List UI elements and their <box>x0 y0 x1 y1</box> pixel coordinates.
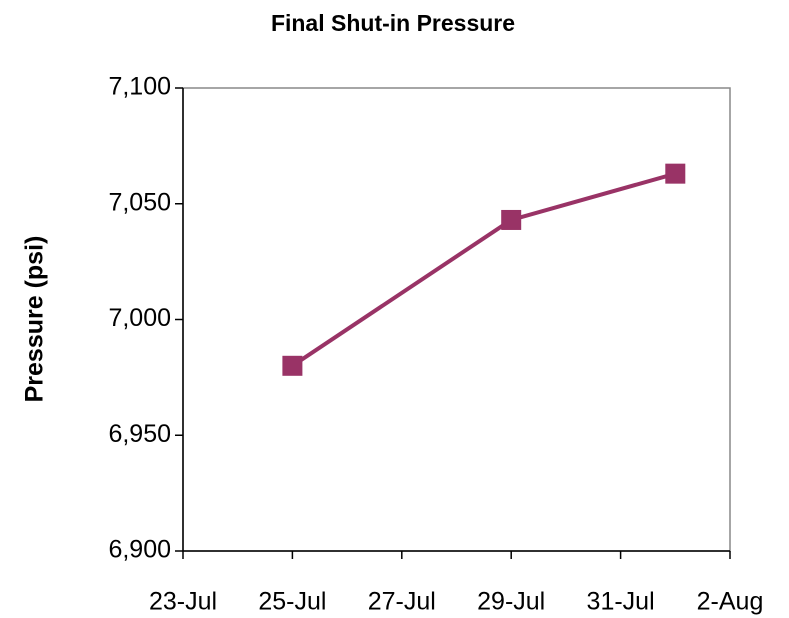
x-tick-label: 2-Aug <box>697 588 764 616</box>
marker <box>282 355 303 376</box>
line <box>291 171 676 368</box>
y-tick-label: 6,900 <box>108 536 171 564</box>
x-tick-label: 27-Jul <box>368 588 436 616</box>
y-tick-label: 7,100 <box>108 73 171 101</box>
y-tick-label: 7,000 <box>108 304 171 332</box>
y-tick-label: 7,050 <box>108 188 171 216</box>
marker <box>501 209 522 230</box>
x-tick-label: 29-Jul <box>477 588 545 616</box>
chart-title: Final Shut-in Pressure <box>271 10 515 36</box>
marker <box>665 163 686 184</box>
x-tick-label: 23-Jul <box>149 588 217 616</box>
plot-frame <box>182 87 731 552</box>
x-tick-label: 25-Jul <box>258 588 326 616</box>
y-tick-label: 6,950 <box>108 420 171 448</box>
x-tick-label: 31-Jul <box>587 588 655 616</box>
y-axis-label: Pressure (psi) <box>21 236 49 403</box>
